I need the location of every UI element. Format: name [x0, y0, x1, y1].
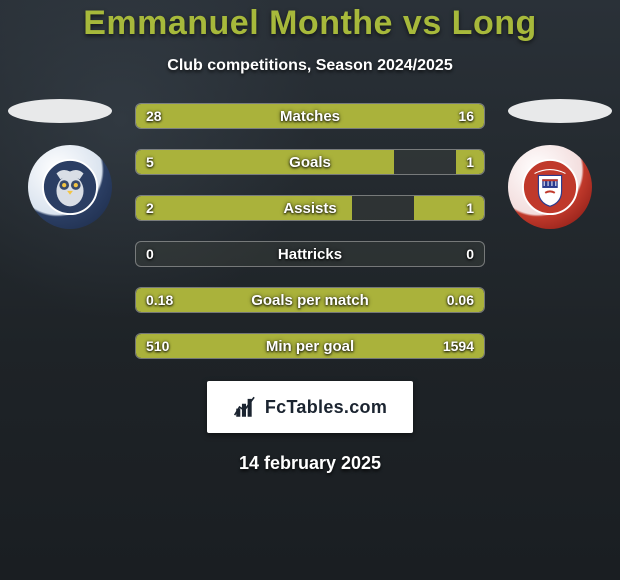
comparison-arena: 2816Matches 51Goals 21Assists 00Hattricks 0.…: [0, 103, 620, 359]
club-badge-left: [28, 145, 112, 229]
brand-badge: FcTables.com: [207, 381, 413, 433]
club-badge-right: [508, 145, 592, 229]
stat-label: Min per goal: [136, 334, 484, 358]
shield-crest-icon: [521, 158, 579, 216]
page-title: Emmanuel Monthe vs Long: [0, 4, 620, 43]
stat-label: Goals per match: [136, 288, 484, 312]
stat-row: 21Assists: [135, 195, 485, 221]
stat-row: 5101594Min per goal: [135, 333, 485, 359]
stat-row: 2816Matches: [135, 103, 485, 129]
stat-row: 00Hattricks: [135, 241, 485, 267]
owl-crest-icon: [41, 158, 99, 216]
footer-date: 14 february 2025: [0, 453, 620, 474]
stat-label: Matches: [136, 104, 484, 128]
page-subtitle: Club competitions, Season 2024/2025: [0, 57, 620, 75]
stat-label: Hattricks: [136, 242, 484, 266]
stat-row: 0.180.06Goals per match: [135, 287, 485, 313]
stat-label: Goals: [136, 150, 484, 174]
stat-row: 51Goals: [135, 149, 485, 175]
player-oval-left: [8, 99, 112, 123]
bars-logo-icon: [233, 394, 259, 420]
content-root: Emmanuel Monthe vs Long Club competition…: [0, 0, 620, 580]
stat-bars: 2816Matches 51Goals 21Assists 00Hattricks 0.…: [135, 103, 485, 359]
stat-label: Assists: [136, 196, 484, 220]
player-oval-right: [508, 99, 612, 123]
brand-label: FcTables.com: [265, 397, 387, 418]
